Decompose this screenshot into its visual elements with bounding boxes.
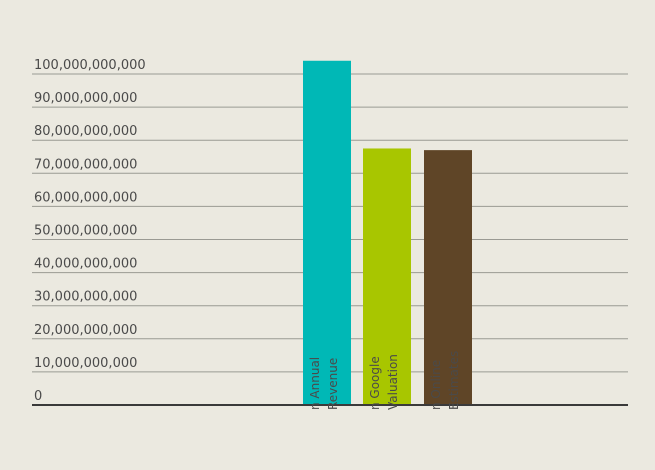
x-category-label: n Online Estimates <box>429 351 461 410</box>
bar <box>303 60 351 405</box>
x-category-label-line: n Annual <box>308 357 322 410</box>
x-category-label-line: Valuation <box>386 354 400 410</box>
x-category-label-line: n Online <box>429 360 443 410</box>
bars <box>303 60 472 405</box>
bar <box>424 150 472 405</box>
y-tick-label: 80,000,000,000 <box>34 124 137 139</box>
x-category-label: n Annual Revenue <box>308 357 340 410</box>
x-axis-labels: n Annual Revenue n Google Valuation n Online… <box>308 351 461 410</box>
y-tick-label: 30,000,000,000 <box>34 290 137 305</box>
x-category-label-line: Estimates <box>447 351 461 410</box>
y-tick-label: 60,000,000,000 <box>34 190 137 205</box>
y-tick-label: 90,000,000,000 <box>34 91 137 106</box>
x-category-label-line: n Google <box>368 356 382 410</box>
x-category-label-line: Revenue <box>326 358 340 410</box>
x-category-label: n Google Valuation <box>368 354 400 410</box>
y-tick-label: 0 <box>34 389 42 404</box>
y-tick-label: 10,000,000,000 <box>34 356 137 371</box>
bar <box>363 148 411 405</box>
y-tick-label: 100,000,000,000 <box>34 58 146 73</box>
y-tick-label: 70,000,000,000 <box>34 157 137 172</box>
y-axis-ticks: 0 10,000,000,000 20,000,000,000 30,000,000,… <box>34 58 146 404</box>
y-tick-label: 50,000,000,000 <box>34 224 137 239</box>
y-tick-label: 40,000,000,000 <box>34 257 137 272</box>
y-tick-label: 20,000,000,000 <box>34 323 137 338</box>
